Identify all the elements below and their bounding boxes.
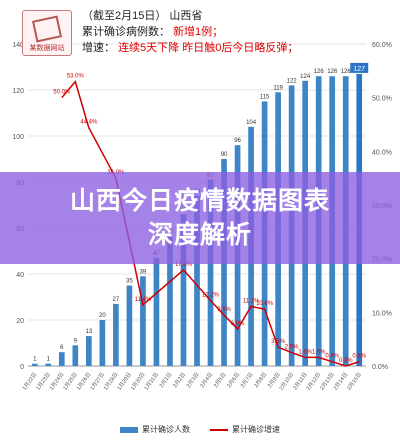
- bar: [99, 320, 106, 366]
- growth-rate-line: [61, 80, 360, 367]
- x-tick-label: 2月15日: [346, 371, 363, 392]
- bar: [180, 214, 187, 366]
- bar: [58, 352, 65, 366]
- y-left-tick-label: 20: [16, 318, 24, 325]
- bar-value-label: 126: [327, 69, 338, 75]
- bar-value-label: 13: [85, 329, 92, 335]
- bar: [45, 363, 52, 366]
- bar-value-label: 96: [234, 138, 241, 144]
- y-right-tick-label: 10.0%: [372, 310, 392, 317]
- x-tick-label: 2月2日: [172, 371, 188, 389]
- bar: [153, 257, 160, 366]
- bar-value-label: 90: [221, 152, 228, 158]
- bar: [207, 179, 214, 366]
- line-value-label: 44.4%: [80, 120, 98, 126]
- logo-mark-icon: [31, 15, 63, 43]
- line-value-label: 0.0%: [339, 358, 353, 364]
- x-tick-label: 2月1日: [158, 371, 174, 389]
- bar: [86, 336, 92, 366]
- banner-subtitle: 深度解析: [147, 220, 252, 249]
- line-value-label: 10.6%: [256, 301, 274, 307]
- site-logo: 某数据网站: [22, 10, 72, 56]
- chart-header: （截至2月15日） 山西省 累计确诊病例数： 新增1例； 增速： 连续5天下降 …: [82, 8, 298, 56]
- line-value-label: 6.9%: [231, 321, 245, 327]
- legend-line-swatch: [210, 428, 228, 431]
- growth-label: 增速：: [82, 42, 115, 54]
- x-tick-label: 2月3日: [185, 371, 201, 389]
- bar-value-label: 6: [60, 345, 64, 351]
- bar: [140, 276, 146, 366]
- bar: [31, 363, 38, 366]
- line-value-label: 2.5%: [285, 345, 299, 351]
- legend-line-label: 累计确诊增速: [232, 425, 280, 434]
- y-right-tick-label: 0.0%: [372, 364, 388, 371]
- bar-value-label: 127: [353, 66, 365, 73]
- cumulative-value: 新增1例；: [173, 26, 224, 38]
- bar-value-label: 9: [74, 338, 78, 344]
- line-value-label: 1.6%: [312, 349, 326, 355]
- bar: [72, 345, 79, 366]
- legend-item-bars: 累计确诊人数: [120, 424, 190, 435]
- y-left-tick-label: 100: [12, 134, 24, 141]
- bar-value-label: 115: [260, 95, 270, 101]
- y-right-tick-label: 40.0%: [372, 149, 392, 156]
- line-value-label: 11.4%: [135, 297, 152, 303]
- line-value-label: 17.9%: [175, 262, 193, 268]
- bar: [194, 195, 200, 366]
- date-label: （截至2月15日）: [82, 10, 167, 22]
- line-value-label: 1.6%: [298, 349, 312, 355]
- logo-text: 某数据网站: [29, 45, 65, 52]
- legend-item-line: 累计确诊增速: [210, 424, 280, 435]
- x-tick-label: 1月31日: [143, 371, 160, 392]
- growth-value: 连续5天下降 昨日触0后今日略反弹；: [118, 42, 299, 54]
- line-value-label: 0.8%: [325, 354, 339, 360]
- cumulative-label: 累计确诊病例数：: [82, 26, 170, 38]
- x-tick-label: 2月8日: [253, 371, 269, 389]
- x-tick-label: 2月5日: [212, 371, 228, 389]
- bar-value-label: 104: [246, 120, 257, 126]
- bar-value-label: 1: [33, 357, 37, 363]
- header-line-1: （截至2月15日） 山西省: [82, 8, 298, 24]
- y-left-tick-label: 120: [12, 88, 24, 95]
- line-value-label: 11.1%: [243, 298, 260, 304]
- legend-bar-label: 累计确诊人数: [142, 425, 190, 434]
- title-banner: 山西今日疫情数据图表 深度解析: [0, 172, 400, 264]
- x-tick-label: 2月6日: [226, 371, 242, 389]
- bar-value-label: 124: [300, 74, 311, 80]
- bar-value-label: 126: [341, 69, 352, 75]
- bar-value-label: 27: [113, 297, 120, 303]
- header-line-3: 增速： 连续5天下降 昨日触0后今日略反弹；: [82, 40, 298, 56]
- line-value-label: 12.2%: [202, 293, 220, 299]
- bar-value-label: 119: [273, 85, 283, 91]
- y-left-tick-label: 140: [12, 42, 24, 49]
- region-label: 山西省: [169, 10, 203, 22]
- legend-bar-swatch: [120, 426, 138, 433]
- line-value-label: 3.5%: [271, 339, 285, 345]
- y-left-tick-label: 40: [16, 272, 24, 279]
- banner-title: 山西今日疫情数据图表: [69, 186, 330, 215]
- bar-value-label: 126: [314, 69, 325, 75]
- bar-value-label: 39: [140, 269, 147, 275]
- bar-value-label: 20: [99, 313, 106, 319]
- bar: [126, 285, 133, 366]
- bar-label-highlight: [350, 62, 369, 73]
- line-value-label: 50.0%: [53, 90, 71, 96]
- chart-legend: 累计确诊人数 累计确诊增速: [0, 424, 400, 435]
- y-right-tick-label: 50.0%: [372, 96, 392, 103]
- x-tick-label: 2月7日: [239, 371, 255, 389]
- line-value-label: 53.0%: [67, 74, 85, 80]
- bar-value-label: 122: [287, 78, 298, 84]
- line-value-label: 9.5%: [217, 307, 231, 313]
- bar-value-label: 35: [126, 279, 133, 285]
- y-right-tick-label: 60.0%: [372, 42, 392, 49]
- line-value-label: 0.8%: [352, 354, 366, 360]
- y-left-tick-label: 0: [20, 364, 24, 371]
- header-line-2: 累计确诊病例数： 新增1例；: [82, 24, 298, 40]
- x-tick-label: 2月4日: [199, 371, 215, 389]
- bar-value-label: 1: [47, 357, 51, 363]
- bar: [167, 237, 173, 366]
- bar: [113, 303, 119, 366]
